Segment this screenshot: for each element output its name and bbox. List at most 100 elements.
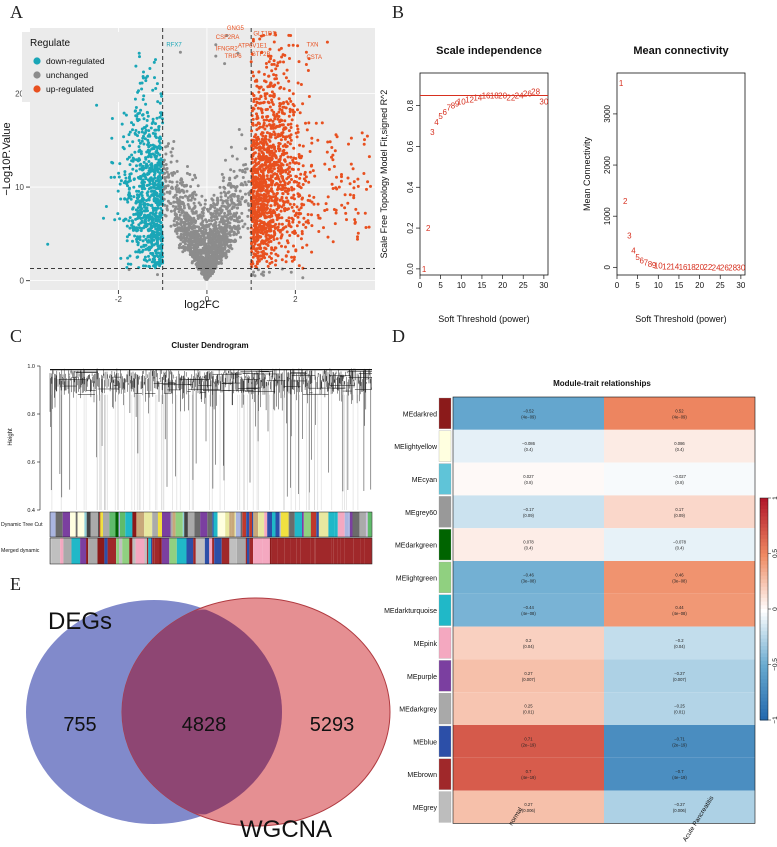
volcano-point-up — [277, 144, 281, 148]
heatmap-cell-correlation: 0.17 — [675, 507, 684, 512]
dynamic-tree-cut-segment — [70, 512, 76, 537]
merged-dynamic-segment — [253, 538, 263, 564]
volcano-point-unchanged — [211, 232, 215, 236]
volcano-point-up — [270, 108, 274, 112]
volcano-point-up — [291, 218, 295, 222]
volcano-point-up — [334, 211, 338, 215]
volcano-point-unchanged — [191, 178, 195, 182]
volcano-point-down — [149, 143, 152, 147]
volcano-point-down — [137, 248, 141, 252]
merged-dynamic-segment — [345, 538, 353, 564]
volcano-point-up — [330, 182, 334, 186]
volcano-point-up — [296, 130, 300, 134]
merged-dynamic-segment — [97, 538, 105, 564]
volcano-point-up — [265, 65, 269, 69]
colorbar-step — [760, 594, 768, 599]
volcano-point-up — [250, 265, 254, 269]
volcano-point-up — [349, 162, 353, 166]
volcano-point-down — [155, 116, 159, 120]
volcano-point-down — [138, 167, 142, 171]
volcano-point-up — [295, 180, 299, 184]
volcano-point-up — [268, 262, 272, 265]
y-tick-label: 0.4 — [27, 508, 35, 514]
volcano-point-down — [127, 196, 131, 200]
volcano-point-up — [307, 95, 311, 98]
volcano-point-unchanged — [231, 154, 234, 158]
volcano-point-unchanged — [184, 211, 188, 215]
volcano-point-down — [143, 255, 147, 259]
volcano-point-down — [126, 256, 130, 260]
volcano-point-up — [273, 231, 276, 235]
power-label: 28 — [531, 87, 540, 96]
volcano-point-up — [292, 203, 296, 206]
volcano-point-up — [254, 216, 258, 219]
volcano-point-up — [269, 126, 273, 130]
volcano-point-down — [142, 258, 146, 262]
volcano-point-unchanged — [232, 218, 236, 222]
volcano-point-down — [155, 154, 159, 158]
volcano-point-down — [159, 206, 163, 210]
module-label: MElightgreen — [396, 575, 437, 582]
volcano-point-down — [154, 163, 157, 167]
volcano-point-down — [140, 139, 144, 143]
volcano-point-unchanged — [228, 233, 232, 237]
volcano-point-up — [270, 214, 274, 218]
volcano-point-up — [292, 244, 295, 248]
heatmap-cell-correlation: 0.44 — [675, 605, 684, 610]
volcano-point-down — [150, 260, 154, 264]
volcano-point-up — [279, 236, 283, 240]
volcano-point-unchanged — [244, 147, 248, 151]
volcano-point-down — [144, 166, 148, 170]
volcano-point-up — [268, 105, 272, 109]
dynamic-tree-cut-segment — [164, 512, 171, 537]
volcano-point-down — [147, 254, 150, 258]
volcano-point-up — [252, 224, 256, 228]
volcano-point-up — [260, 137, 264, 141]
volcano-point-up — [274, 201, 278, 205]
volcano-point-up — [287, 129, 291, 133]
volcano-point-down — [151, 231, 155, 234]
colorbar-step — [760, 634, 768, 640]
volcano-point-down — [156, 206, 160, 210]
volcano-point-unchanged — [198, 237, 202, 241]
volcano-point-down — [140, 87, 144, 91]
module-color-swatch — [438, 529, 452, 561]
volcano-point-unchanged — [192, 240, 196, 244]
dynamic-tree-cut-segment — [120, 512, 126, 537]
volcano-point-down — [154, 251, 158, 255]
volcano-point-unchanged — [165, 170, 169, 174]
volcano-point-down — [127, 233, 131, 237]
volcano-point-down — [137, 139, 141, 142]
volcano-point-down — [127, 219, 131, 223]
volcano-point-down — [159, 111, 162, 115]
volcano-point-up — [363, 138, 366, 142]
heatmap-cell-correlation: −0.25 — [674, 704, 685, 709]
volcano-point-up — [272, 62, 276, 66]
volcano-point-unchanged — [222, 241, 226, 244]
volcano-point-down — [134, 129, 138, 132]
volcano-point-up — [255, 112, 258, 116]
volcano-point-unchanged — [233, 193, 236, 196]
merged-dynamic-segment — [107, 538, 116, 564]
volcano-point-unchanged — [212, 235, 216, 239]
dynamic-tree-cut-segment — [99, 512, 101, 537]
volcano-point-up — [274, 125, 278, 129]
merged-dynamic-segment — [249, 538, 254, 564]
dynamic-tree-cut-segment — [242, 512, 247, 537]
volcano-point-unchanged — [198, 227, 201, 231]
volcano-annotation-label: TRIP6 — [225, 54, 243, 60]
volcano-point-unchanged — [243, 180, 247, 184]
volcano-point-up — [262, 202, 266, 206]
volcano-point-up — [296, 215, 300, 219]
volcano-point-down — [156, 198, 160, 201]
dynamic-tree-cut-segment — [170, 512, 173, 537]
volcano-point-up — [310, 141, 314, 145]
volcano-point-up — [281, 123, 285, 127]
volcano-point-down — [128, 144, 132, 148]
volcano-point-up — [306, 213, 310, 216]
panel-letter-a: A — [10, 2, 23, 22]
volcano-point-unchanged — [194, 193, 198, 197]
colorbar-step — [760, 623, 768, 628]
volcano-point-down — [127, 193, 131, 197]
volcano-point-down — [153, 261, 157, 265]
